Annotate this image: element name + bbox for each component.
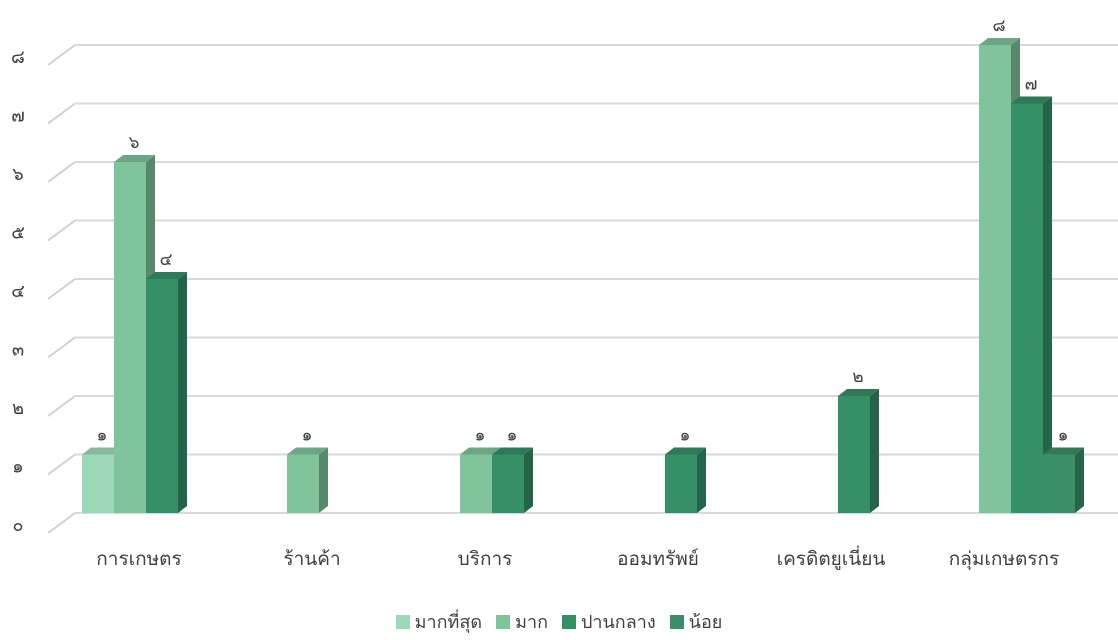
data-label: ๔ [160,250,173,270]
bar-front [460,454,492,513]
bar-top [838,389,879,396]
gridline-depth [47,512,76,534]
data-labels: ๑ ๖๔๑ ๑ ๑ ๑ ๒ ๘๗๑ [97,16,1069,446]
bar-top [1011,96,1052,104]
legend-swatch [561,614,576,629]
data-label: ๘ [992,16,1005,36]
y-tick-label: ๒ [12,398,24,419]
bar-front [287,454,319,513]
bar-top [82,447,123,455]
bar-top [492,447,533,455]
x-category-label: การเกษตร [96,548,181,570]
gridlines [47,44,1118,534]
gridline-depth [47,278,76,300]
legend-item: ปานกลาง [561,607,656,636]
bar-side [870,389,879,513]
legend: มากที่สุด มาก ปานกลาง น้อย [0,607,1118,636]
bar [665,447,706,513]
bar-top [287,447,328,455]
bar-front [1011,103,1043,513]
bar-front [492,454,524,513]
bar-top [146,272,187,279]
y-tick-label: ๐ [13,515,24,536]
gridline-depth [47,102,76,125]
bar [287,447,328,513]
data-label: ๖ [129,133,140,153]
y-tick-label: ๘ [11,47,25,68]
gridline-depth [47,336,76,359]
y-axis-ticks: ๐ ๑ ๒ ๓ ๔ ๕ ๖ ๗ ๘ [11,47,25,536]
data-label: ๒ [852,367,863,387]
bar-top [460,447,501,455]
y-tick-label: ๖ [12,164,23,185]
bar-top [114,155,155,162]
data-label: ๑ [1058,426,1069,446]
gridline-depth [47,453,76,476]
legend-label: มากที่สุด [414,612,483,633]
y-tick-label: ๕ [11,223,25,244]
bar-chart: ๐๑๒๓๔๕๖๗๘ ๑๖๔๑๑๑๑๒๘๗๑ การเกษตร ร้านค้า บริ… [11,16,1118,571]
bar [838,389,879,513]
bars [82,38,1084,513]
x-axis-categories: การเกษตร ร้านค้า บริการ ออมทรัพย์ เครดิตยูเน… [96,545,1059,571]
gridline-depth [47,219,76,242]
data-label: ๗ [1025,75,1038,95]
legend-label: น้อย [688,612,723,633]
legend-item: มากที่สุด [395,607,483,636]
legend-item: มาก [496,607,548,636]
bar-side [1075,447,1084,513]
bar [1043,447,1084,513]
bar-side [1043,96,1052,513]
x-category-label: เครดิตยูเนี่ยน [777,545,886,570]
bar-front [665,454,697,513]
gridline-depth [47,395,76,417]
gridline-depth [47,161,76,183]
data-label: ๑ [507,426,518,446]
legend-swatch [669,614,684,629]
bar [492,447,533,513]
bar-front [1043,454,1075,513]
data-label: ๑ [475,426,486,446]
x-category-label: กลุ่มเกษตรกร [949,548,1059,571]
bar-front [82,454,114,513]
y-tick-label: ๗ [11,106,25,127]
bar-side [697,447,706,513]
bar [146,272,187,513]
y-tick-label: ๑ [12,457,23,478]
bar-front [146,279,178,513]
bar-top [665,447,706,455]
y-tick-label: ๓ [12,340,24,361]
bar-front [114,162,146,513]
bar-side [178,272,187,513]
data-label: ๑ [302,426,313,446]
legend-label: มาก [515,612,548,633]
x-category-label: ร้านค้า [283,548,340,570]
bar-side [524,447,533,513]
bar-side [319,447,328,513]
legend-swatch [395,614,410,629]
x-category-label: ออมทรัพย์ [617,548,699,570]
bar-front [838,396,870,513]
data-label: ๑ [97,426,108,446]
x-category-label: บริการ [458,548,513,570]
gridline-depth [47,44,76,66]
bar-top [979,38,1020,45]
bar-front [979,45,1011,513]
bar [1011,96,1052,513]
bar-top [1043,447,1084,455]
data-label: ๑ [680,426,691,446]
legend-item: น้อย [669,607,723,636]
legend-label: ปานกลาง [580,612,656,633]
legend-swatch [496,614,511,629]
y-tick-label: ๔ [11,281,25,302]
